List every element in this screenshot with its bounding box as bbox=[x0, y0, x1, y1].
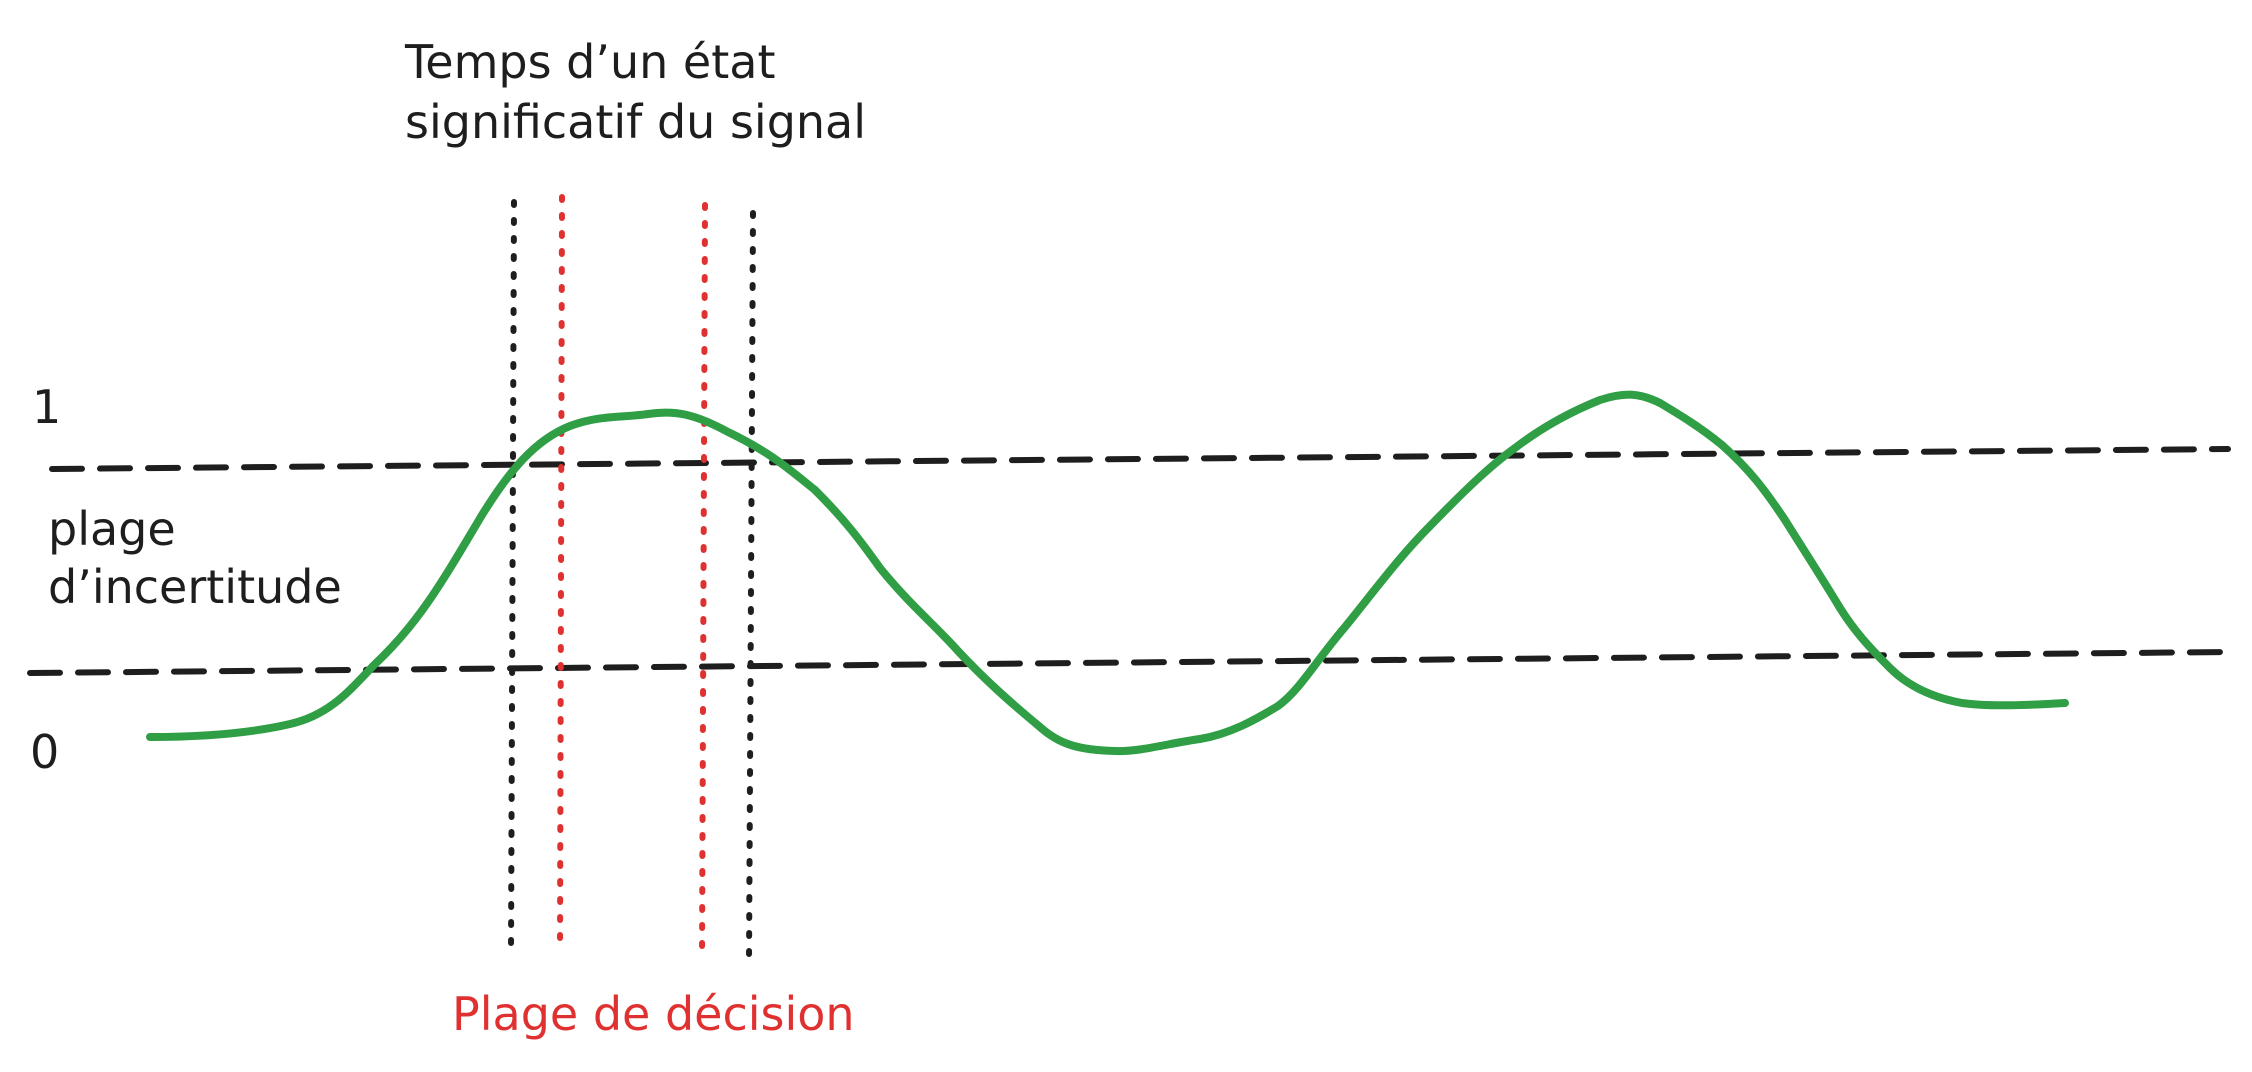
uncertainty-label-line-2: d’incertitude bbox=[48, 560, 342, 614]
signal-curve bbox=[146, 390, 2069, 756]
uncertainty-label-line-1: plage bbox=[48, 502, 176, 556]
state-time-right-bound bbox=[746, 210, 756, 965]
decision-left-bound bbox=[557, 194, 565, 951]
level-low-label: 0 bbox=[30, 725, 59, 779]
title-line-2: significatif du signal bbox=[405, 95, 866, 149]
level-high-label: 1 bbox=[32, 380, 61, 434]
state-time-left-bound bbox=[508, 199, 517, 955]
upper-threshold-line bbox=[49, 446, 2231, 472]
decision-right-bound bbox=[699, 202, 708, 960]
decision-range-label: Plage de décision bbox=[452, 987, 855, 1041]
title-line-1: Temps d’un état bbox=[404, 35, 776, 89]
lower-threshold-line bbox=[27, 649, 2231, 676]
